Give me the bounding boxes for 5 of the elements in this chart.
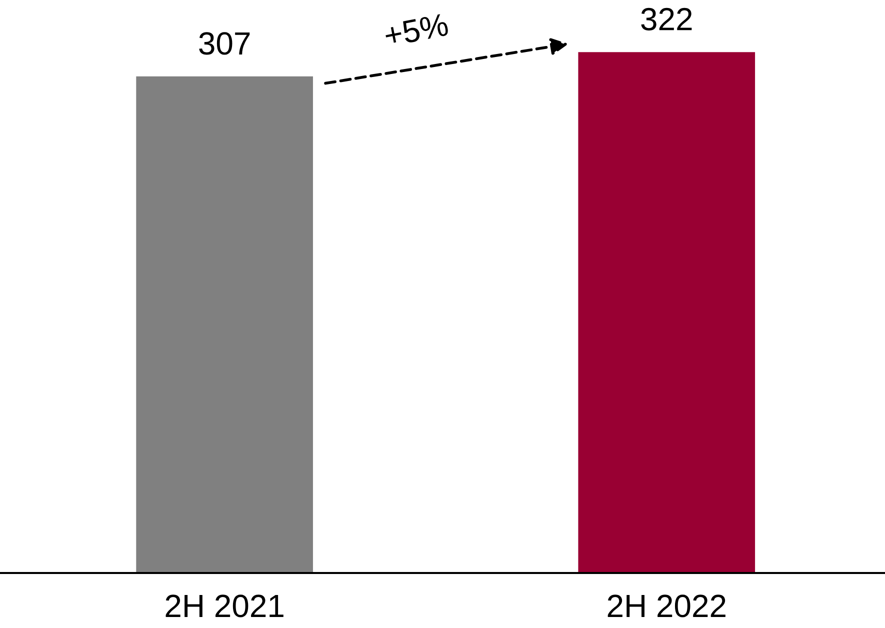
data-label: 322 bbox=[641, 8, 692, 30]
text: +5% bbox=[384, 13, 449, 48]
data-label: 307 bbox=[199, 32, 250, 55]
x-tick-label: 2H 2022 bbox=[608, 594, 726, 618]
x-tick-label: 2H 2021 bbox=[166, 594, 284, 618]
